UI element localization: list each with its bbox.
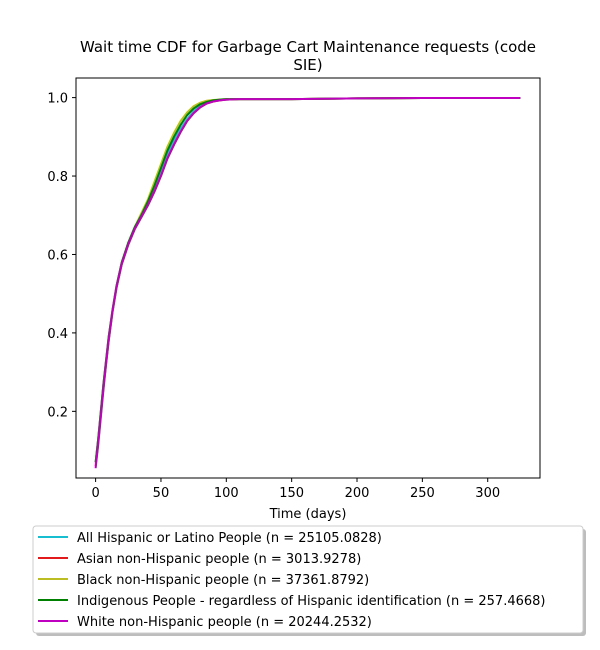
y-tick-label: 0.2 [47, 405, 68, 420]
series-lines [94, 97, 521, 469]
legend: All Hispanic or Latino People (n = 25105… [32, 525, 586, 636]
plot-area-frame [75, 77, 541, 479]
legend-label-2: Black non-Hispanic people (n = 37361.879… [77, 573, 369, 588]
chart-title-line-1: Wait time CDF for Garbage Cart Maintenan… [80, 38, 536, 56]
y-tick-label: 0.4 [47, 327, 68, 342]
y-axis-ticks: 0.2 0.4 0.6 0.8 1.0 [47, 92, 76, 420]
x-axis-label: Time (days) [269, 507, 347, 522]
x-tick-label: 100 [214, 486, 239, 501]
x-tick-label: 150 [279, 486, 304, 501]
x-tick-label: 300 [475, 486, 500, 501]
legend-label-0: All Hispanic or Latino People (n = 25105… [77, 531, 382, 546]
series-line-3 [94, 97, 521, 463]
legend-label-3: Indigenous People - regardless of Hispan… [77, 594, 546, 609]
legend-label-4: White non-Hispanic people (n = 20244.253… [77, 615, 372, 630]
chart-title-line-2: SIE) [293, 56, 322, 74]
y-tick-label: 0.6 [47, 248, 68, 263]
x-axis-ticks: 0 50 100 150 200 250 300 [91, 478, 500, 501]
y-tick-label: 1.0 [47, 92, 68, 107]
series-line-4 [94, 97, 521, 469]
x-tick-label: 200 [345, 486, 370, 501]
x-tick-label: 50 [153, 486, 170, 501]
y-tick-label: 0.8 [47, 170, 68, 185]
x-tick-label: 250 [410, 486, 435, 501]
legend-frame [32, 525, 584, 634]
legend-label-1: Asian non-Hispanic people (n = 3013.9278… [77, 552, 361, 567]
series-line-0 [94, 97, 521, 463]
series-line-1 [94, 97, 521, 467]
x-tick-label: 0 [91, 486, 99, 501]
series-line-2 [94, 97, 521, 463]
